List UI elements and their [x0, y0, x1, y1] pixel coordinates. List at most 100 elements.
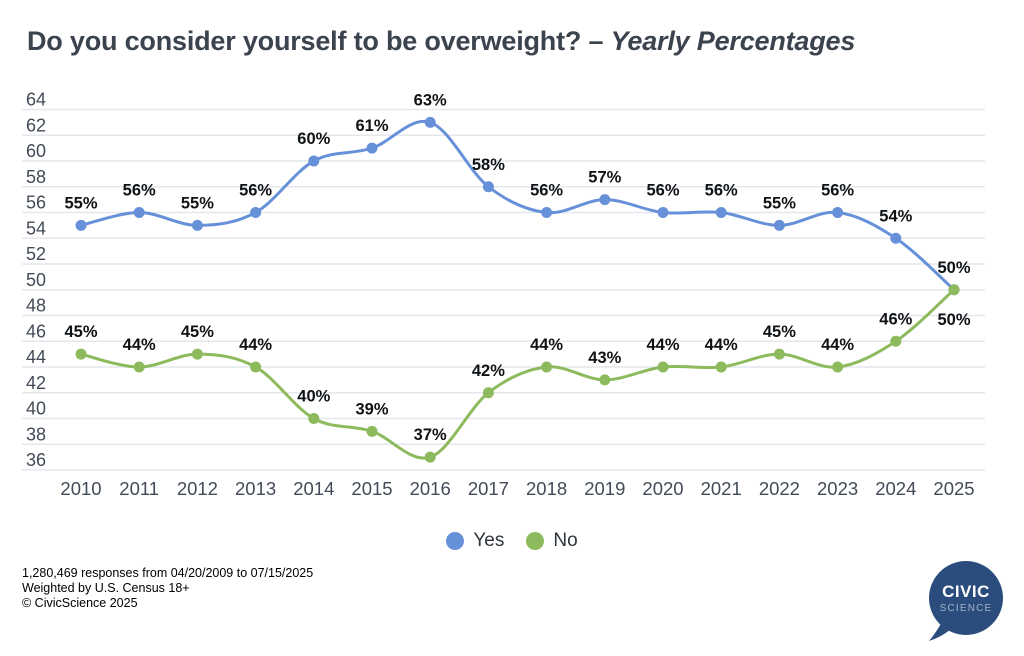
y-axis-tick-label: 44 [26, 347, 46, 367]
x-axis-tick-label: 2013 [235, 478, 276, 499]
data-label-yes: 55% [64, 194, 97, 212]
data-label-yes: 57% [588, 169, 621, 187]
data-label-yes: 55% [181, 194, 214, 212]
data-label-yes: 56% [821, 182, 854, 200]
logo-bubble [929, 561, 1003, 635]
data-point-no [890, 335, 902, 347]
y-axis-tick-label: 62 [26, 115, 46, 135]
data-point-yes [191, 219, 203, 231]
legend-item-no[interactable]: No [526, 530, 578, 552]
data-label-no: 40% [297, 388, 330, 406]
data-point-no [832, 361, 844, 373]
data-point-yes [250, 207, 262, 218]
footnote-responses: 1,280,469 responses from 04/20/2009 to 0… [22, 566, 314, 580]
x-axis-tick-label: 2011 [119, 478, 159, 499]
legend-label-yes: Yes [473, 530, 505, 551]
data-point-no [191, 348, 203, 360]
data-point-no [541, 361, 553, 373]
y-axis-tick-label: 56 [26, 193, 46, 213]
data-point-yes [366, 142, 378, 154]
x-axis-tick-label: 2010 [60, 478, 101, 499]
series-line-no [79, 288, 956, 460]
data-label-no: 44% [530, 336, 563, 354]
data-point-no [308, 413, 320, 424]
data-label-no: 45% [64, 323, 97, 341]
data-label-no: 44% [705, 336, 738, 354]
y-axis-tick-label: 42 [26, 373, 46, 393]
data-label-yes: 58% [472, 156, 505, 174]
x-axis-tick-label: 2023 [817, 478, 858, 499]
footnote-copyright: © CivicScience 2025 [22, 596, 138, 610]
data-label-no: 44% [123, 336, 156, 354]
data-label-no: 37% [414, 426, 447, 444]
chart-title-emphasis: Yearly Percentages [610, 26, 856, 56]
data-point-yes [715, 207, 727, 218]
data-label-no: 42% [472, 362, 505, 380]
y-axis-tick-label: 36 [26, 450, 46, 470]
data-point-yes [832, 207, 844, 218]
data-label-yes: 61% [355, 117, 388, 135]
data-label-yes: 56% [530, 182, 563, 200]
footnote-weighting: Weighted by U.S. Census 18+ [22, 581, 190, 595]
data-label-no: 45% [763, 323, 796, 341]
data-label-yes: 56% [646, 182, 679, 200]
data-point-yes [773, 219, 785, 231]
chart-title-text: Do you consider yourself to be overweigh… [27, 26, 611, 56]
data-point-no [75, 348, 87, 360]
legend-dot-yes-icon [446, 532, 465, 550]
chart-legend: Yes No [0, 524, 1024, 558]
legend-dot-no-icon [526, 532, 545, 550]
x-axis-tick-label: 2024 [875, 478, 916, 499]
data-point-yes [890, 232, 902, 244]
data-point-no [424, 451, 436, 463]
x-axis-tick-label: 2022 [759, 478, 800, 499]
logo-text-civic: CIVIC [942, 582, 990, 601]
data-point-yes [424, 116, 436, 128]
y-axis-tick-label: 60 [26, 141, 46, 161]
data-label-no: 50% [937, 311, 970, 329]
data-point-no [657, 361, 669, 373]
data-label-no: 45% [181, 323, 214, 341]
data-point-no [948, 284, 960, 296]
y-axis-tick-label: 46 [26, 321, 46, 341]
data-point-no [599, 374, 611, 386]
x-axis-tick-label: 2016 [410, 478, 451, 499]
data-label-yes: 50% [937, 259, 970, 277]
y-axis-tick-label: 58 [26, 167, 46, 187]
y-axis-tick-label: 38 [26, 424, 46, 444]
data-label-no: 44% [646, 336, 679, 354]
data-label-yes: 63% [414, 91, 447, 109]
data-label-no: 39% [355, 400, 388, 418]
series-line-yes [79, 119, 956, 292]
x-axis-tick-label: 2025 [933, 478, 974, 499]
chart-footnote: 1,280,469 responses from 04/20/2009 to 0… [22, 566, 313, 611]
data-point-yes [599, 194, 611, 206]
x-axis-tick-label: 2021 [701, 478, 742, 499]
data-label-yes: 60% [297, 130, 330, 148]
legend-label-no: No [553, 530, 578, 551]
data-point-no [482, 387, 494, 399]
data-point-yes [133, 207, 145, 218]
chart-title: Do you consider yourself to be overweigh… [27, 26, 855, 57]
data-point-yes [657, 207, 669, 218]
data-point-yes [308, 155, 320, 167]
legend-item-yes[interactable]: Yes [446, 530, 504, 552]
data-point-no [250, 361, 262, 373]
data-label-no: 44% [821, 336, 854, 354]
data-label-yes: 56% [705, 182, 738, 200]
data-label-no: 44% [239, 336, 272, 354]
y-axis-tick-label: 48 [26, 296, 46, 316]
data-point-yes [75, 219, 87, 231]
x-axis-tick-label: 2015 [351, 478, 392, 499]
y-axis-tick-label: 40 [26, 399, 46, 419]
x-axis-tick-label: 2019 [584, 478, 625, 499]
logo-text-science: SCIENCE [940, 603, 993, 614]
x-axis-tick-label: 2018 [526, 478, 567, 499]
data-point-no [715, 361, 727, 373]
line-chart: 64 62 60 58 56 54 52 50 48 46 44 42 40 38 36 2010 2011 20… [22, 90, 985, 499]
data-point-yes [541, 207, 553, 218]
x-axis-tick-label: 2017 [468, 478, 509, 499]
data-label-yes: 55% [763, 194, 796, 212]
data-point-no [133, 361, 145, 373]
